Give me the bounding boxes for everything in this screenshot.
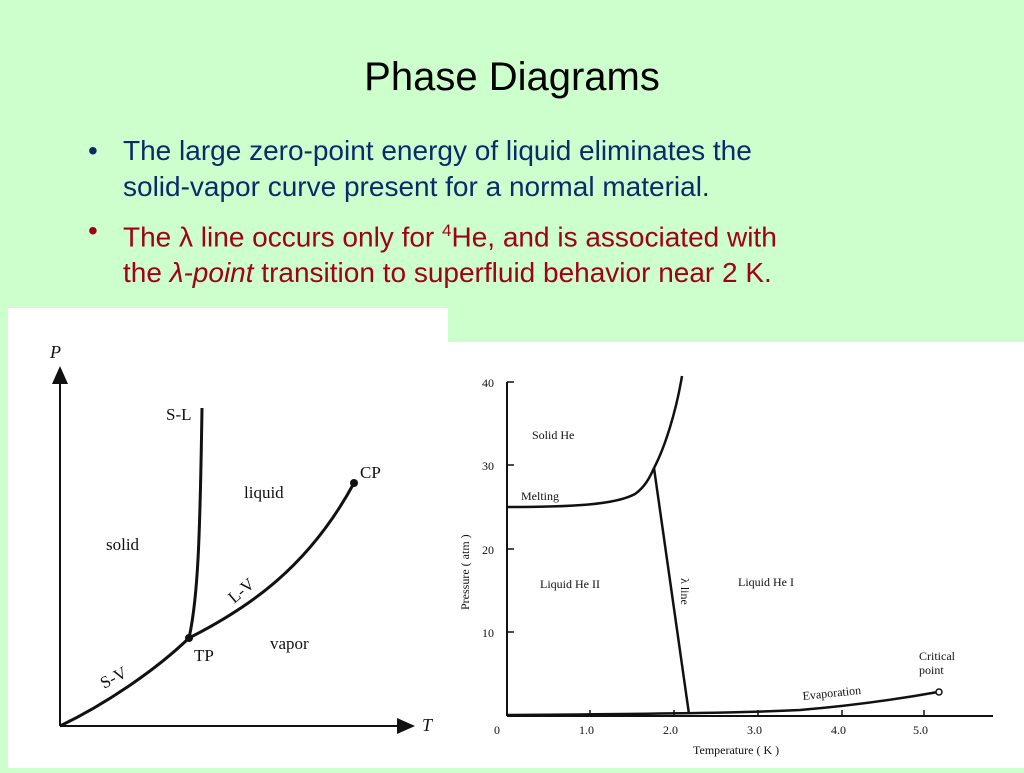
label-liquid: liquid bbox=[244, 483, 284, 502]
label-tp: TP bbox=[194, 646, 214, 665]
bullet1-line1: The large zero-point energy of liquid el… bbox=[123, 135, 752, 166]
sl-curve bbox=[187, 407, 204, 639]
label-solid-he: Solid He bbox=[532, 428, 574, 442]
y-tick-label: 0 bbox=[494, 723, 500, 737]
triple-point-marker bbox=[185, 634, 193, 642]
melting-curve bbox=[506, 467, 656, 509]
evaporation-curve bbox=[506, 690, 939, 717]
x-tick-label: 5.0 bbox=[913, 723, 928, 737]
generic-phase-diagram-svg: P T S-L CP liquid solid L-V vapor TP S-V bbox=[49, 342, 434, 735]
x-tick-label: 4.0 bbox=[831, 723, 846, 737]
label-lambda-line: λ line bbox=[678, 578, 692, 605]
bullet2-superscript: 4 bbox=[442, 221, 452, 240]
y-axis-title: Pressure ( atm ) bbox=[458, 534, 472, 610]
generic-phase-diagram: P T S-L CP liquid solid L-V vapor TP S-V bbox=[8, 308, 448, 768]
bullet-item-lambda: • The λ line occurs only for 4He, and is… bbox=[88, 213, 988, 291]
bullet2-line2-pre: the bbox=[123, 257, 170, 289]
solid-boundary-curve bbox=[652, 375, 684, 469]
label-evaporation: Evaporation bbox=[802, 683, 862, 703]
sv-curve bbox=[59, 636, 191, 728]
bullet-list: • The large zero-point energy of liquid … bbox=[88, 133, 988, 299]
label-melting: Melting bbox=[521, 489, 559, 503]
x-tick-label: 1.0 bbox=[579, 723, 594, 737]
axis-x-label: T bbox=[422, 715, 434, 735]
y-tick-label: 20 bbox=[482, 543, 494, 557]
axis-y-label: P bbox=[49, 342, 61, 362]
x-axis-title: Temperature ( K ) bbox=[693, 743, 779, 757]
lambda-line bbox=[652, 467, 691, 715]
label-cp: CP bbox=[360, 463, 381, 482]
bullet2-line1-pre: The λ line occurs only for bbox=[123, 221, 443, 253]
label-liquid-he-ii: Liquid He II bbox=[540, 577, 600, 591]
label-vapor: vapor bbox=[270, 634, 309, 653]
label-sl: S-L bbox=[166, 405, 192, 424]
y-tick-label: 10 bbox=[482, 626, 494, 640]
bullet2-line1-post: He, and is associated with bbox=[451, 221, 777, 253]
y-tick-label: 30 bbox=[482, 459, 494, 473]
bullet-glyph: • bbox=[88, 215, 98, 246]
label-liquid-he-i: Liquid He I bbox=[738, 575, 794, 589]
bullet2-line2-post: transition to superfluid behavior near 2… bbox=[253, 257, 772, 289]
label-solid: solid bbox=[106, 535, 140, 554]
x-tick-label: 3.0 bbox=[747, 723, 762, 737]
label-critical: Critical bbox=[919, 649, 956, 663]
bullet-glyph: • bbox=[88, 135, 98, 166]
helium-phase-diagram: 40 30 20 10 0 1.0 2.0 3.0 4.0 5.0 Pressu… bbox=[440, 342, 1024, 768]
x-tick-label: 2.0 bbox=[663, 723, 678, 737]
critical-point-marker bbox=[350, 479, 358, 487]
bullet2-lambda-point: λ-point bbox=[169, 257, 254, 289]
bullet1-line2: solid-vapor curve present for a normal m… bbox=[123, 171, 710, 202]
y-tick-label: 40 bbox=[482, 376, 494, 390]
helium-phase-diagram-svg: 40 30 20 10 0 1.0 2.0 3.0 4.0 5.0 Pressu… bbox=[458, 375, 993, 757]
critical-point-marker bbox=[935, 688, 943, 696]
bullet-item-zero-point: • The large zero-point energy of liquid … bbox=[88, 133, 988, 205]
slide-title: Phase Diagrams bbox=[364, 55, 660, 99]
label-lv: L-V bbox=[224, 574, 258, 607]
lv-curve bbox=[188, 482, 356, 640]
label-point: point bbox=[919, 663, 944, 677]
